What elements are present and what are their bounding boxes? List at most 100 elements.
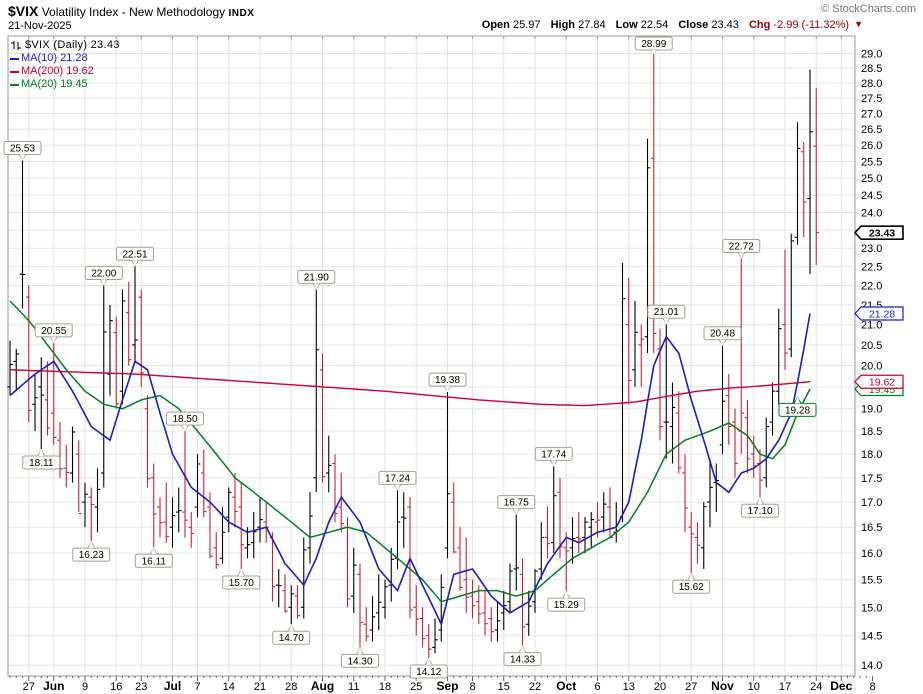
ohlc-bar [575,512,582,554]
ohlc-bar [282,574,288,613]
svg-text:18.11: 18.11 [29,458,54,469]
svg-text:7: 7 [194,681,200,693]
price-callout: 14.33 [503,645,542,667]
ohlc-bar [769,382,776,436]
svg-text:10: 10 [748,681,760,693]
svg-text:24: 24 [810,681,822,693]
svg-text:14.70: 14.70 [279,633,304,644]
svg-text:16.0: 16.0 [861,548,882,560]
ohlc-bar [675,391,682,473]
ohlc-bar [563,532,570,592]
svg-text:11: 11 [348,681,359,693]
low-label: Low [615,19,638,31]
svg-text:17.74: 17.74 [541,449,566,460]
svg-text:14.12: 14.12 [416,667,441,678]
high-value: 27.84 [578,19,606,31]
svg-text:14.5: 14.5 [861,631,882,643]
ma200-line [9,369,811,407]
price-callout: 21.90 [297,269,336,290]
ohlc-bar [319,353,326,483]
svg-text:Nov: Nov [711,679,734,693]
ohlc-bar [782,249,788,370]
svg-text:26.5: 26.5 [861,124,882,136]
ohlc-bar [638,324,645,387]
svg-text:13: 13 [623,681,635,693]
svg-text:15: 15 [498,681,510,693]
ohlc-bar [444,392,451,559]
svg-text:14.30: 14.30 [347,656,372,667]
ohlc-bar [375,574,382,630]
svg-text:23: 23 [135,681,147,693]
svg-text:17.10: 17.10 [747,506,772,517]
price-callout: 15.29 [547,591,586,612]
svg-text:18.0: 18.0 [861,449,882,461]
ohlc-bar [357,563,363,648]
ohlc-bar [632,300,638,387]
ohlc-bar [382,579,388,619]
ohlc-bar [600,492,607,533]
svg-text:25: 25 [410,681,422,693]
svg-text:25.0: 25.0 [861,173,882,185]
ohlc-bar [188,512,195,548]
svg-text:16.11: 16.11 [142,556,167,567]
price-callout: 22.51 [116,246,154,267]
svg-text:28.0: 28.0 [861,78,882,90]
ohlc-bar [488,607,495,642]
ohlc-bar [325,435,332,493]
ohlc-bar [263,502,270,543]
open-label: Open [481,19,510,31]
svg-text:17.5: 17.5 [861,473,882,485]
ohlc-bar [682,454,688,533]
price-callout: 14.12 [409,658,448,679]
ohlc-bar [88,487,95,542]
ohlc-bar [207,492,213,559]
ohlc-bar [494,601,501,642]
svg-text:9: 9 [82,681,88,693]
svg-text:23.43: 23.43 [869,228,895,240]
svg-text:Dec: Dec [830,679,852,693]
price-callout: 17.10 [741,497,779,518]
price-callout: 15.62 [672,573,711,594]
svg-text:15.70: 15.70 [229,578,254,589]
chart-title-row: $VIX Volatility Index - New Methodology … [8,3,254,19]
ohlc-bar [275,568,282,608]
price-callout: 16.75 [497,495,536,515]
price-callout: 14.70 [272,624,311,645]
svg-text:16.23: 16.23 [79,550,104,561]
ohlc-bars [7,53,820,659]
ohlc-bar [400,492,407,548]
svg-text:20.0: 20.0 [861,361,882,373]
price-callout: 16.23 [72,541,111,562]
ohlc-bar [450,482,457,554]
svg-text:14.0: 14.0 [861,660,882,672]
ohlc-bar [63,444,70,488]
ohlc-bar [432,618,438,654]
ohlc-bar [582,517,588,554]
svg-text:22.00: 22.00 [91,269,116,280]
chg-down-triangle-icon: ▼ [854,19,863,29]
ohlc-bar [469,579,476,619]
svg-text:22.0: 22.0 [861,281,882,293]
ohlc-bar [788,233,795,358]
ohlc-bar [657,328,663,441]
svg-text:Oct: Oct [556,679,576,693]
ohlc-bar [732,408,738,478]
ohlc-bar [463,537,470,613]
svg-text:21.0: 21.0 [861,320,882,332]
svg-text:Aug: Aug [311,679,334,693]
ohlc-bar [232,472,238,528]
svg-text:15.5: 15.5 [861,575,882,587]
price-callout: 22.72 [722,239,761,259]
svg-text:15.29: 15.29 [554,600,579,611]
svg-text:17: 17 [779,681,791,693]
ohlc-bar [807,69,813,275]
ohlc-bar [525,590,532,636]
ohlc-bar [713,463,720,513]
price-callout: 18.11 [22,448,61,470]
price-callout: 16.11 [134,547,173,568]
price-callout: 19.38 [428,372,467,393]
ohlc-bar [44,361,51,436]
